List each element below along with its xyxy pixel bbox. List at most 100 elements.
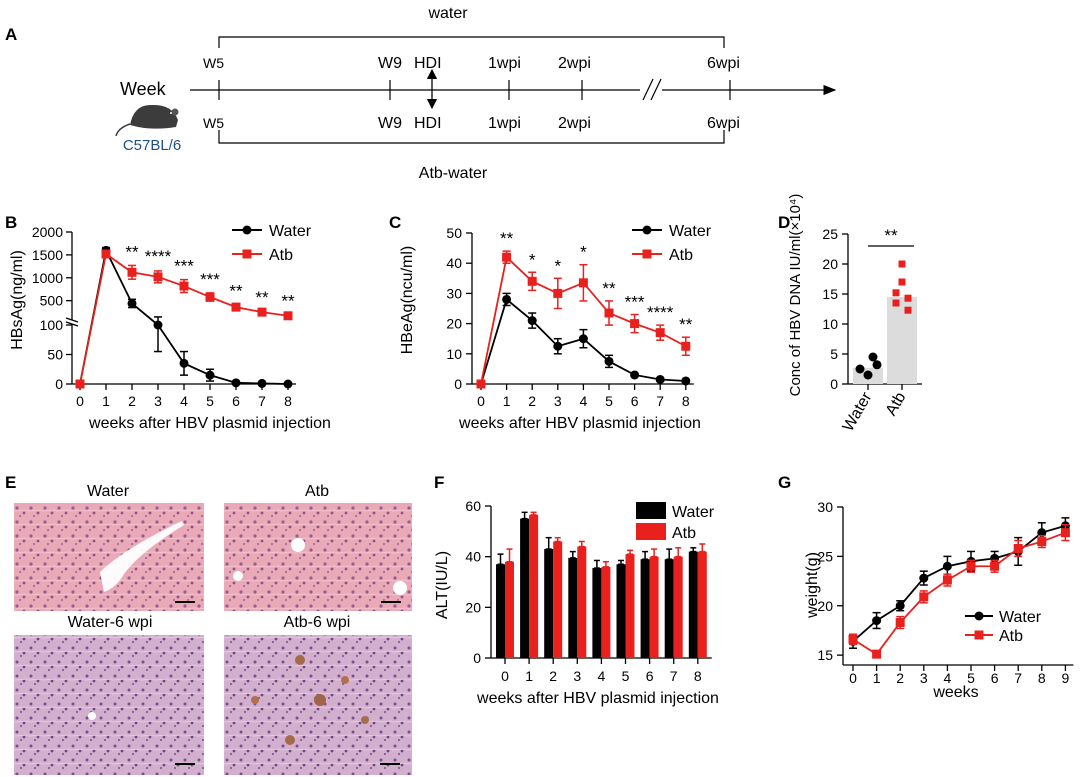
alt-bar-water: [520, 518, 530, 658]
hbsag-point-water: [231, 378, 241, 388]
hbv-dna-bar-atb: [887, 297, 917, 384]
alt-legend-water: Water: [672, 504, 715, 521]
hbeag-point-water: [578, 334, 588, 344]
hbeag-point-atb: [553, 288, 563, 298]
hbeag-point-atb: [527, 276, 537, 286]
hbeag-y-label: HBeAg(ncu/ml): [399, 246, 416, 354]
hbeag-significance-label: ****: [647, 303, 674, 322]
hbsag-y-tick-label: 1500: [32, 247, 63, 263]
hbsag-axis-break-mark: [65, 321, 79, 327]
weight-x-tick-label: 0: [849, 670, 857, 686]
hbsag-y-tick-label: 1000: [32, 270, 63, 286]
hbsag-y-tick-label: 500: [40, 293, 64, 309]
weight-chart: 15 20 25 30 0 1 2 3 4 5 6 7 8 9: [817, 499, 1074, 686]
hbv-dna-y-tick-label: 20: [822, 256, 838, 272]
water-label: water: [427, 5, 468, 22]
alt-x-tick-label: 6: [646, 668, 654, 684]
hbeag-x-tick-label: 3: [554, 393, 562, 409]
panel-a: A water W5 W9 HDI 1wpi 2wpi 6wpi W5 W9 H…: [5, 5, 837, 182]
hbeag-x-tick-label: 5: [605, 393, 613, 409]
hbeag-y-tick-label: 0: [454, 376, 462, 392]
alt-bar-water: [616, 564, 626, 658]
histology-label-atb-6wpi: Atb-6 wpi: [284, 614, 351, 631]
hbv-dna-point-atb: [898, 278, 906, 286]
hbeag-point-atb: [655, 328, 665, 338]
top-tick-hdi: HDI: [414, 55, 442, 72]
hbeag-legend-atb: Atb: [669, 247, 693, 264]
alt-bar-atb: [553, 541, 563, 658]
weight-point-water: [942, 561, 952, 571]
histology-image-water-6wpi: [14, 635, 204, 775]
hbeag-significance-label: *: [554, 256, 561, 275]
hbv-dna-y-tick-label: 25: [822, 226, 838, 242]
weight-point-atb: [919, 592, 929, 602]
hbeag-point-atb: [502, 252, 512, 262]
weight-legend: Water Atb: [965, 609, 1042, 645]
hbeag-legend-water: Water: [669, 223, 712, 240]
hbeag-y-tick-label: 10: [446, 346, 462, 362]
hbsag-point-atb: [257, 307, 267, 317]
week-label: Week: [120, 79, 167, 99]
hbeag-point-atb: [578, 278, 588, 288]
hbeag-y-tick-label: 50: [446, 225, 462, 241]
panel-label-e: E: [5, 473, 16, 492]
hbsag-point-atb: [127, 267, 137, 277]
panel-label-d: D: [778, 213, 790, 232]
hbeag-y-tick-label: 40: [446, 255, 462, 271]
hbsag-legend: Water Atb: [232, 223, 312, 264]
weight-x-tick-label: 8: [1038, 670, 1046, 686]
hbeag-point-atb: [681, 341, 691, 351]
histology-image-atb-6wpi: [224, 635, 412, 775]
hbeag-x-tick-label: 6: [631, 393, 639, 409]
hbsag-point-water: [283, 379, 293, 389]
hbeag-x-tick-label: 2: [528, 393, 536, 409]
hbeag-point-water: [630, 370, 640, 380]
weight-x-tick-label: 1: [873, 670, 881, 686]
bottom-tick-1wpi: 1wpi: [488, 115, 521, 132]
weight-point-water: [919, 573, 929, 583]
axis-break-mark: [642, 78, 654, 101]
hbsag-y-label: HBsAg(ng/ml): [9, 250, 26, 350]
hbv-dna-y-tick-label: 0: [830, 376, 838, 392]
hbeag-x-tick-label: 8: [682, 393, 690, 409]
hbsag-point-water: [257, 378, 267, 388]
panel-label-b: B: [5, 213, 17, 232]
hbsag-x-tick-label: 0: [76, 393, 84, 409]
hbsag-x-tick-label: 6: [232, 393, 240, 409]
alt-legend: Water Atb: [636, 502, 715, 542]
alt-x-tick-label: 5: [622, 668, 630, 684]
weight-point-atb: [895, 618, 905, 628]
hbsag-point-atb: [179, 281, 189, 291]
hbeag-point-atb: [630, 319, 640, 329]
hbeag-x-tick-label: 4: [580, 393, 588, 409]
hbv-dna-point-atb: [904, 294, 912, 302]
alt-bar-atb: [673, 556, 683, 658]
hbsag-significance-label: **: [125, 242, 139, 261]
hbeag-significance-label: **: [679, 315, 693, 334]
alt-y-tick-label: 60: [465, 498, 481, 514]
weight-x-tick-label: 4: [944, 670, 952, 686]
weight-point-atb: [942, 575, 952, 585]
alt-x-label: weeks after HBV plasmid injection: [476, 690, 719, 707]
hbeag-x-tick-label: 0: [477, 393, 485, 409]
weight-series-line-water: [852, 524, 1066, 642]
hbeag-point-water: [604, 356, 614, 366]
hbsag-point-atb: [75, 379, 85, 389]
weight-y-tick-label: 20: [817, 598, 833, 614]
panel-label-a: A: [5, 25, 17, 44]
bottom-tick-hdi: HDI: [414, 115, 442, 132]
hbv-dna-y-label: Conc of HBV DNA IU/ml(×10⁴): [787, 194, 804, 397]
weight-y-tick-label: 25: [817, 548, 833, 564]
hbsag-x-tick-label: 7: [258, 393, 266, 409]
hbeag-point-water: [655, 374, 665, 384]
hbeag-legend: Water Atb: [632, 223, 712, 264]
hbv-dna-point-atb: [892, 289, 900, 297]
hbsag-point-water: [153, 320, 163, 330]
alt-bar-water: [640, 559, 650, 658]
weight-point-atb: [848, 634, 858, 644]
bottom-tick-w9: W9: [378, 115, 402, 132]
alt-bar-atb: [625, 554, 635, 658]
alt-bar-water: [592, 568, 602, 658]
